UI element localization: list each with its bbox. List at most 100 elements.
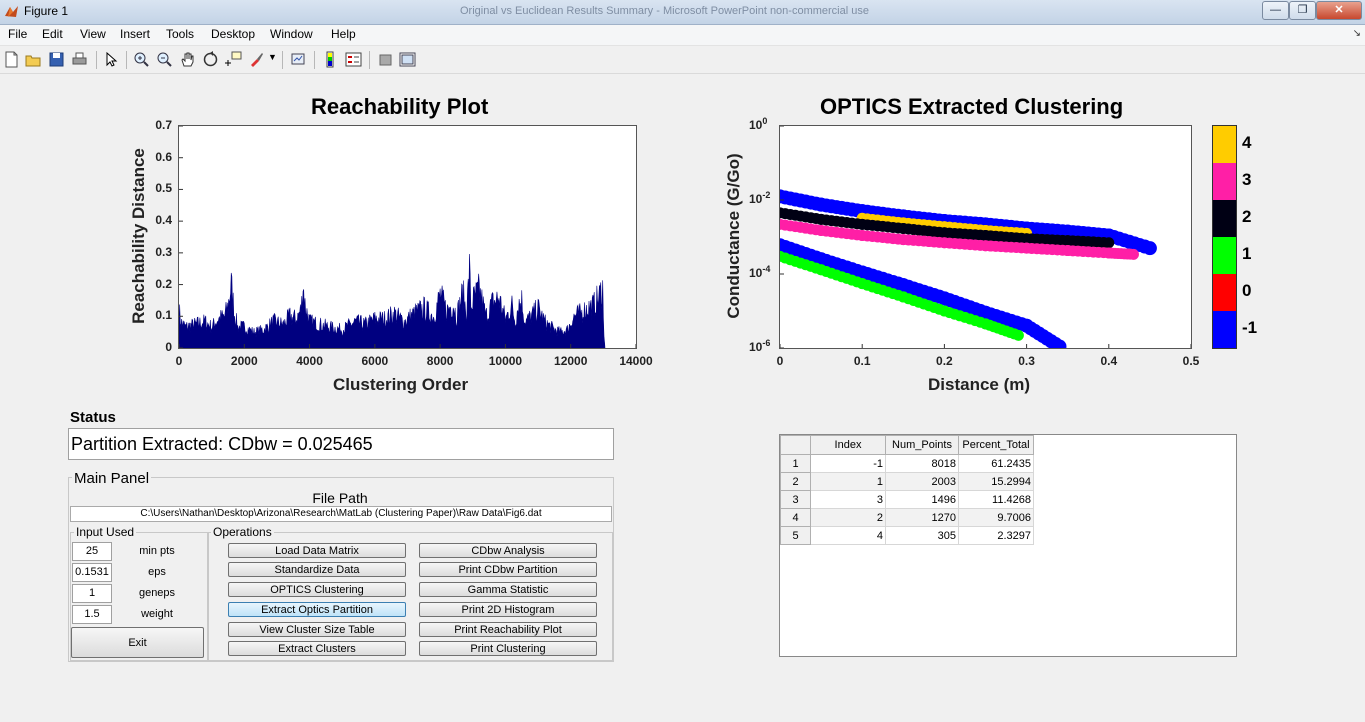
colorbar-icon[interactable] [322,51,339,68]
new-figure-icon[interactable] [3,51,20,68]
dock-arrow-icon[interactable]: ↘ [1352,28,1361,39]
link-plot-icon[interactable] [290,51,307,68]
brush-icon[interactable] [248,51,265,68]
min-pts-field[interactable]: 25 [72,542,112,561]
table-row[interactable]: 5 4 305 2.3297 [780,526,1034,545]
maximize-button[interactable]: ❐ [1289,1,1316,20]
print-2d-histogram-button[interactable]: Print 2D Histogram [419,602,597,617]
table-row[interactable]: 4 2 1270 9.7006 [780,508,1034,527]
cell-index[interactable]: -1 [810,454,886,473]
cell-num-points[interactable]: 305 [885,526,959,545]
header-percent-total[interactable]: Percent_Total [958,435,1034,455]
zoom-in-icon[interactable] [133,51,150,68]
status-label: Status [70,409,116,426]
optics-clustering-button[interactable]: OPTICS Clustering [228,582,406,597]
reach-y-tick-label: 0.3 [155,244,172,259]
show-plot-tools-icon[interactable] [399,51,416,68]
menu-file[interactable]: File [8,27,28,41]
menu-edit[interactable]: Edit [42,27,63,41]
print-reachability-plot-button[interactable]: Print Reachability Plot [419,622,597,637]
menu-insert[interactable]: Insert [120,27,151,41]
file-path-field[interactable]: C:\Users\Nathan\Desktop\Arizona\Research… [70,506,612,522]
hide-plot-tools-icon[interactable] [377,51,394,68]
min-pts-label: min pts [139,545,175,557]
standardize-data-button[interactable]: Standardize Data [228,562,406,577]
reachability-ylabel: Reachability Distance [129,148,148,324]
table-row[interactable]: 1 -1 8018 61.2435 [780,454,1034,473]
legend-icon[interactable] [345,51,362,68]
cell-index[interactable]: 2 [810,508,886,527]
tick-exponent: -6 [762,338,771,348]
file-path-label: File Path [312,490,368,506]
brush-dropdown-icon[interactable]: ▼ [268,52,277,62]
save-icon[interactable] [48,51,65,68]
load-data-matrix-button[interactable]: Load Data Matrix [228,543,406,558]
cell-index[interactable]: 3 [810,490,886,509]
close-button[interactable]: ✕ [1316,1,1362,20]
main-panel [68,477,614,662]
reach-x-tick-label: 14000 [619,354,653,368]
header-index[interactable]: Index [810,435,886,455]
reach-y-tick-label: 0.6 [155,149,172,164]
cell-percent-total[interactable]: 2.3297 [958,526,1034,545]
input-used-title: Input Used [74,525,137,539]
cell-num-points[interactable]: 8018 [885,454,959,473]
table-row[interactable]: 2 1 2003 15.2994 [780,472,1034,491]
menu-view[interactable]: View [80,27,106,41]
scatter-point [1012,329,1024,341]
pointer-icon[interactable] [103,51,120,68]
cell-percent-total[interactable]: 9.7006 [958,508,1034,527]
open-file-icon[interactable] [25,51,42,68]
operations-panel [208,532,613,661]
menu-window[interactable]: Window [270,27,313,41]
row-number: 1 [780,454,811,473]
menu-desktop[interactable]: Desktop [211,27,256,41]
cell-num-points[interactable]: 1270 [885,508,959,527]
restore-icon: ❐ [1297,4,1308,16]
colorbar-segment-4 [1213,126,1236,163]
cluster-size-table[interactable]: Index Num_Points Percent_Total 1 -1 8018 61… [779,434,1237,657]
pan-icon[interactable] [179,51,196,68]
colorbar[interactable] [1212,125,1237,349]
table-row[interactable]: 3 3 1496 11.4268 [780,490,1034,509]
minimize-button[interactable]: — [1262,1,1289,20]
cell-num-points[interactable]: 2003 [885,472,959,491]
gamma-statistic-button[interactable]: Gamma Statistic [419,582,597,597]
reachability-axes[interactable] [178,125,637,349]
eps-field[interactable]: 0.1531 [72,563,112,582]
cell-num-points[interactable]: 1496 [885,490,959,509]
geneps-field[interactable]: 1 [72,584,112,603]
print-clustering-button[interactable]: Print Clustering [419,641,597,656]
rotate-icon[interactable] [202,51,219,68]
view-cluster-size-table-button[interactable]: View Cluster Size Table [228,622,406,637]
cell-percent-total[interactable]: 11.4268 [958,490,1034,509]
extract-clusters-button[interactable]: Extract Clusters [228,641,406,656]
menu-tools[interactable]: Tools [166,27,195,41]
clustering-chart [780,126,1191,348]
cluster-series-1 [780,250,1024,341]
cell-index[interactable]: 4 [810,526,886,545]
print-icon[interactable] [71,51,88,68]
zoom-out-icon[interactable] [156,51,173,68]
tick-exponent: 0 [762,116,768,126]
window-title-bar[interactable]: Figure 1 Original vs Euclidean Results S… [0,0,1365,25]
cell-index[interactable]: 1 [810,472,886,491]
tick-base: 10 [749,266,763,280]
cdbw-analysis-button[interactable]: CDbw Analysis [419,543,597,558]
reach-y-tick-label: 0.4 [155,213,172,228]
exit-button[interactable]: Exit [71,627,204,658]
data-cursor-icon[interactable] [225,51,242,68]
cell-percent-total[interactable]: 15.2994 [958,472,1034,491]
reach-y-tick-label: 0.1 [155,308,172,323]
header-num-points[interactable]: Num_Points [885,435,959,455]
extract-optics-partition-button[interactable]: Extract Optics Partition [228,602,406,617]
colorbar-segment-1 [1213,237,1236,274]
clus-x-tick-label: 0.5 [1182,354,1200,368]
weight-field[interactable]: 1.5 [72,605,112,624]
print-cdbw-partition-button[interactable]: Print CDbw Partition [419,562,597,577]
menu-help[interactable]: Help [331,27,356,41]
colorbar-label: 2 [1242,206,1252,226]
operations-title: Operations [211,525,274,539]
clustering-axes[interactable] [779,125,1192,349]
cell-percent-total[interactable]: 61.2435 [958,454,1034,473]
